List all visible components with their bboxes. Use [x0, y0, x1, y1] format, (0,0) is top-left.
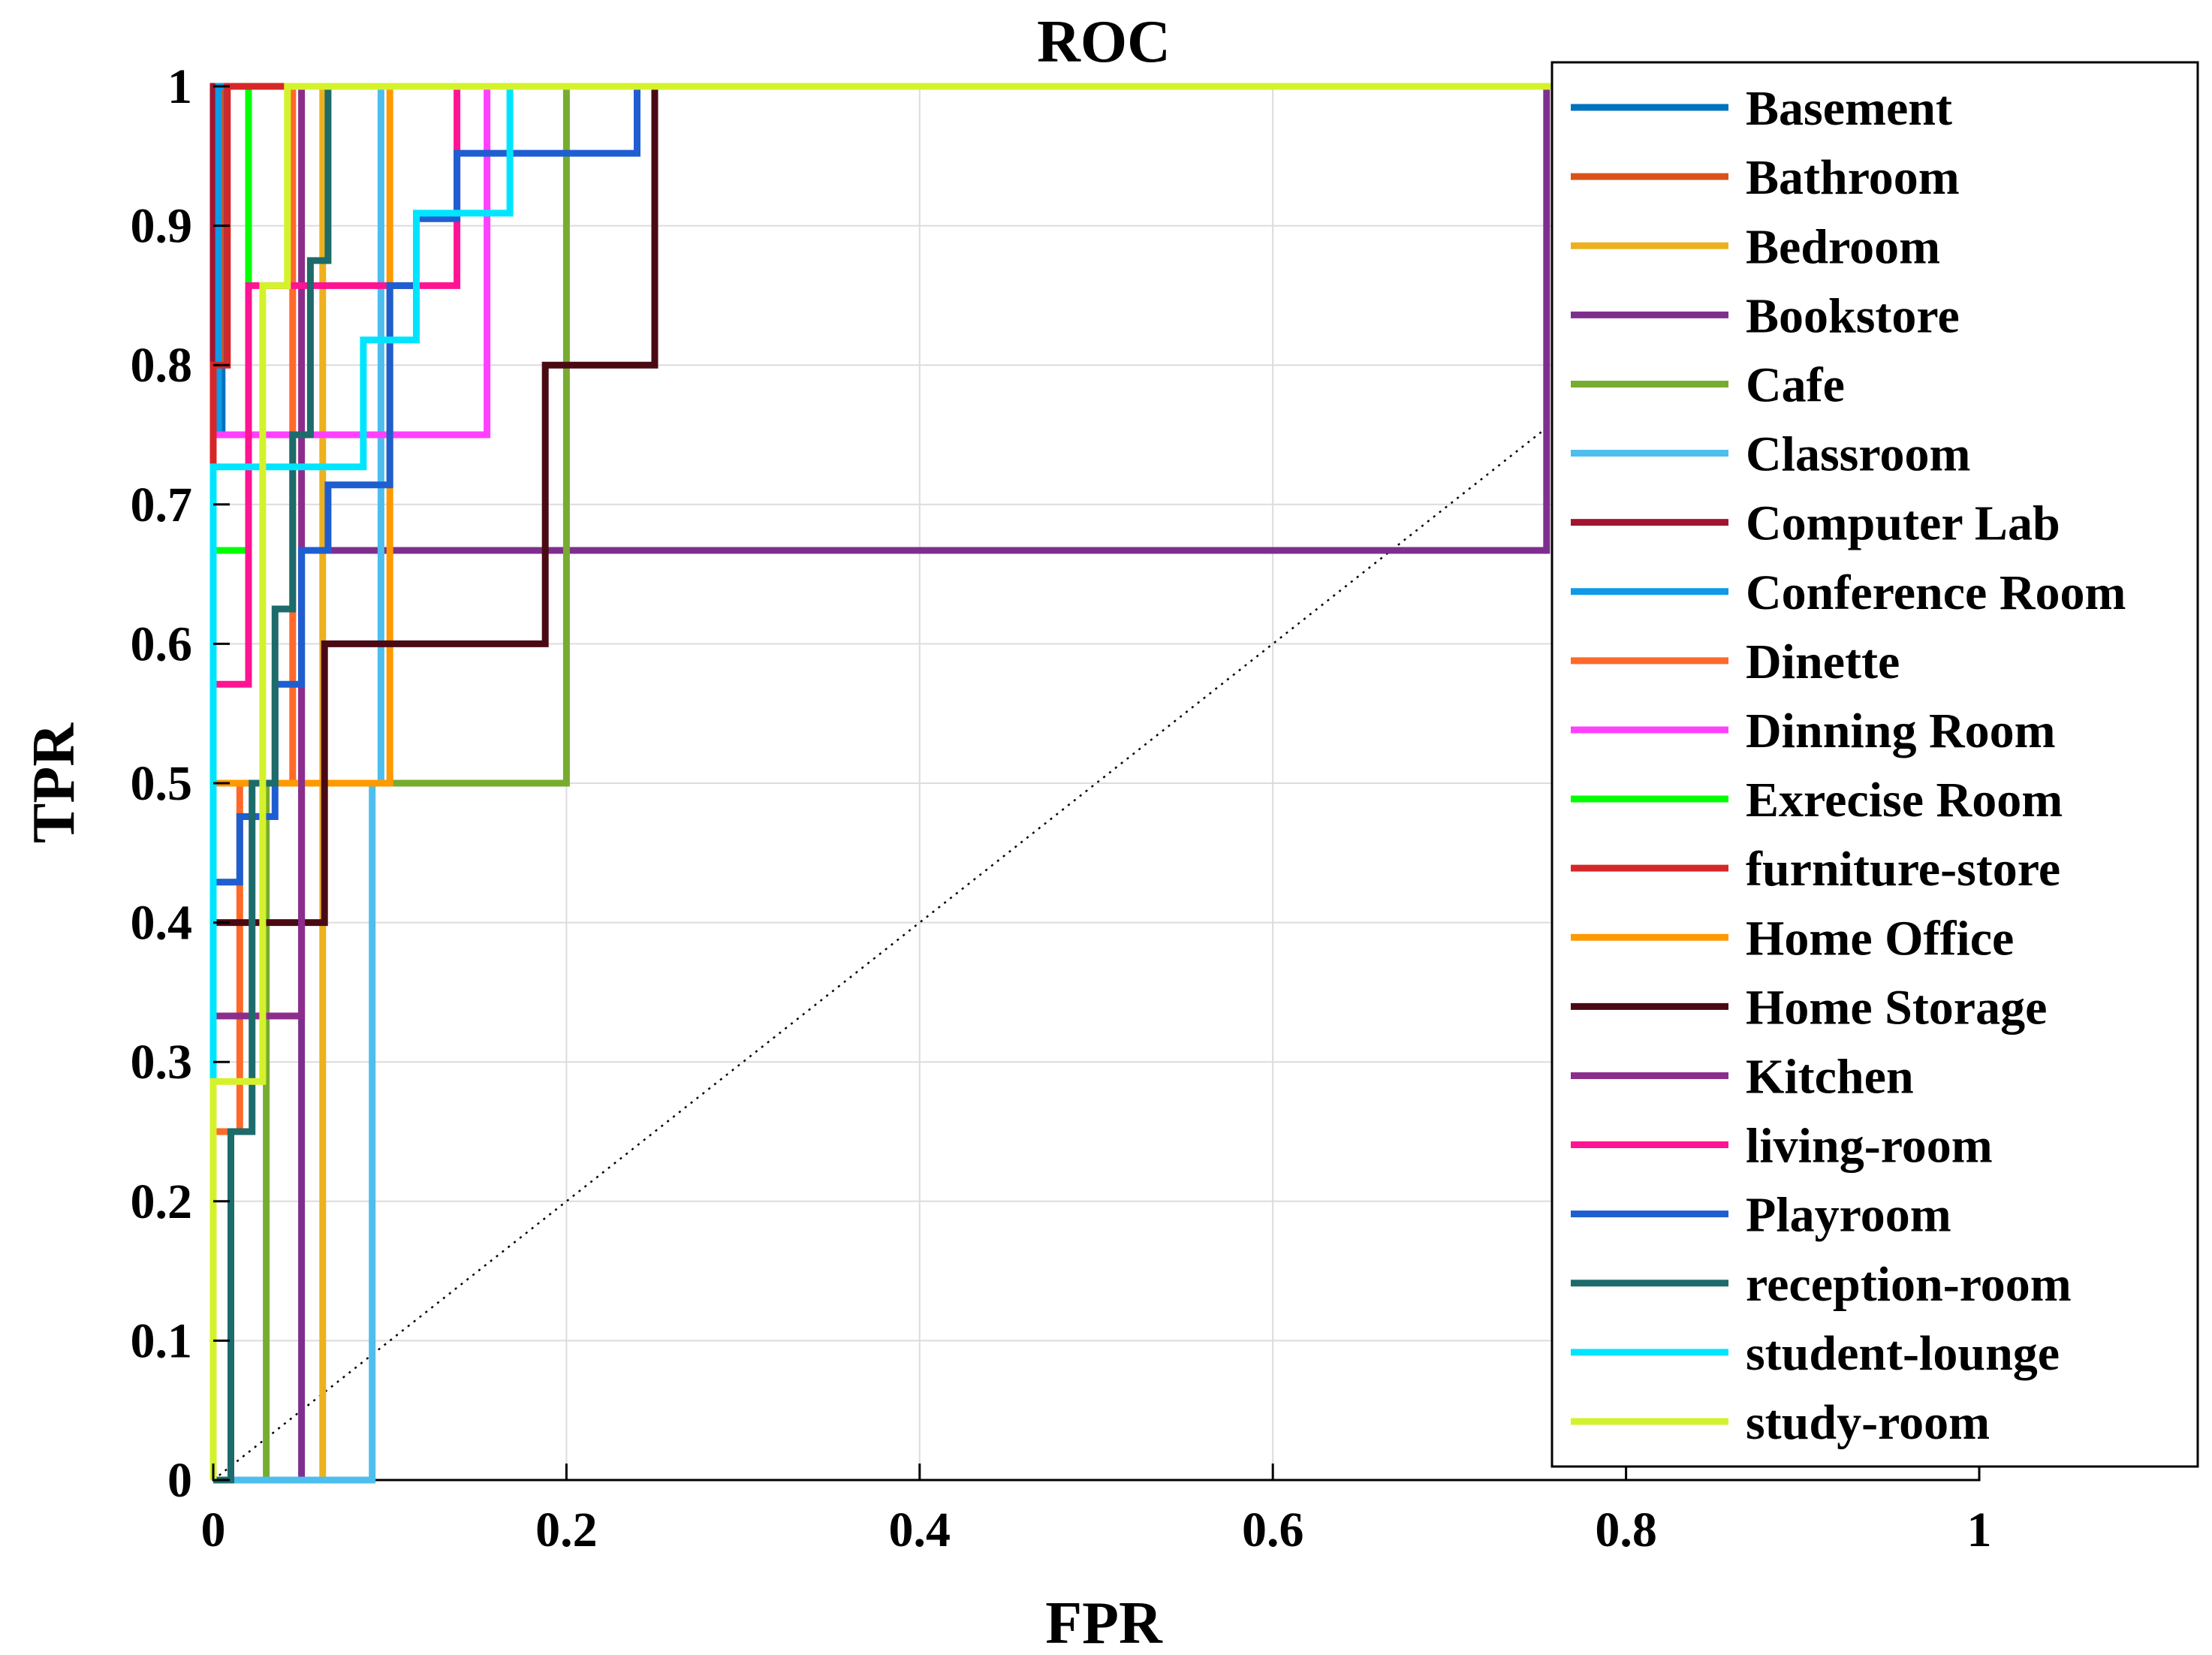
legend-box — [1551, 61, 2199, 1468]
y-axis-ticks: 0 0.1 0.2 0.3 0.4 0.5 0.6 0.7 0.8 0.9 1 — [131, 59, 230, 1508]
legend-label-playroom: Playroom — [1746, 1188, 1951, 1243]
y-tick-label-10: 1 — [167, 59, 192, 114]
legend-label-home-storage: Home Storage — [1746, 980, 2047, 1035]
roc-curve-study-room — [209, 83, 1979, 1480]
y-tick-label-9: 0.9 — [131, 199, 193, 254]
roc-curve-playroom — [209, 83, 1979, 1480]
legend-label-reception-room: reception-room — [1746, 1257, 2072, 1312]
legend-label-dinette: Dinette — [1746, 635, 1900, 689]
x-tick-label-2: 0.4 — [889, 1503, 951, 1557]
roc-curve-living-room — [209, 83, 1979, 1480]
legend-label-furniture-store: furniture-store — [1746, 842, 2060, 897]
legend-label-student-lounge: student-lounge — [1746, 1326, 2060, 1381]
y-axis-title: TPR — [21, 722, 87, 843]
y-tick-label-1: 0.1 — [131, 1313, 193, 1368]
legend-label-bedroom: Bedroom — [1746, 219, 1940, 274]
legend-label-dinning-room: Dinning Room — [1746, 704, 2056, 758]
y-tick-label-8: 0.8 — [131, 338, 193, 393]
x-tick-label-1: 0.2 — [535, 1503, 598, 1557]
legend-label-computer-lab: Computer Lab — [1746, 496, 2060, 551]
y-tick-label-6: 0.6 — [131, 616, 193, 671]
legend: Basement Bathroom Bedroom Bookstore Cafe Clas… — [1551, 61, 2199, 1468]
legend-label-exrecise-room: Exrecise Room — [1746, 773, 2063, 828]
legend-label-kitchen: Kitchen — [1746, 1049, 1914, 1104]
chart-title: ROC — [1037, 9, 1171, 75]
y-tick-label-7: 0.7 — [131, 478, 193, 532]
x-tick-label-3: 0.6 — [1242, 1503, 1304, 1557]
y-tick-label-2: 0.2 — [131, 1174, 193, 1229]
legend-label-basement: Basement — [1746, 81, 1952, 136]
y-tick-label-5: 0.5 — [131, 756, 193, 811]
x-tick-label-0: 0 — [201, 1503, 226, 1557]
legend-label-bathroom: Bathroom — [1746, 150, 1960, 205]
roc-curve-reception-room — [213, 83, 1979, 1484]
y-tick-label-0: 0 — [167, 1453, 192, 1508]
x-tick-label-4: 0.8 — [1595, 1503, 1657, 1557]
legend-label-study-room: study-room — [1746, 1395, 1990, 1450]
y-tick-label-4: 0.4 — [131, 896, 193, 951]
legend-label-bookstore: Bookstore — [1746, 288, 1960, 343]
x-axis-title: FPR — [1045, 1590, 1163, 1655]
legend-label-home-office: Home Office — [1746, 911, 2014, 966]
y-tick-label-3: 0.3 — [131, 1035, 193, 1090]
legend-label-living-room: living-room — [1746, 1119, 1993, 1174]
x-axis-ticks: 0 0.2 0.4 0.6 0.8 1 — [201, 1464, 1992, 1557]
legend-label-conference-room: Conference Room — [1746, 565, 2126, 620]
legend-label-classroom: Classroom — [1746, 427, 1970, 482]
legend-label-cafe: Cafe — [1746, 357, 1845, 412]
x-tick-label-5: 1 — [1967, 1503, 1992, 1557]
